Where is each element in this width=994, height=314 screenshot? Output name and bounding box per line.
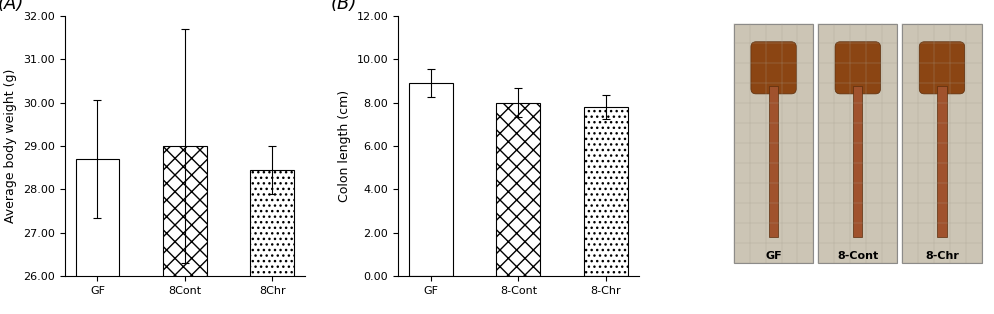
- FancyBboxPatch shape: [835, 42, 881, 94]
- Bar: [496, 103, 540, 276]
- FancyBboxPatch shape: [919, 42, 965, 94]
- Text: GF: GF: [765, 251, 782, 261]
- Y-axis label: Colon length (cm): Colon length (cm): [338, 90, 351, 202]
- Text: 8-Cont: 8-Cont: [837, 251, 879, 261]
- Bar: [853, 86, 863, 237]
- Text: (A): (A): [0, 0, 24, 13]
- Text: 8-Chr: 8-Chr: [925, 251, 959, 261]
- Bar: [163, 146, 207, 314]
- Bar: [250, 170, 294, 314]
- Text: (B): (B): [331, 0, 357, 13]
- Bar: [769, 86, 778, 237]
- Bar: [903, 24, 981, 263]
- Bar: [734, 24, 813, 263]
- Bar: [818, 24, 898, 263]
- Bar: [409, 83, 452, 276]
- Bar: [76, 159, 119, 314]
- FancyBboxPatch shape: [750, 42, 796, 94]
- Y-axis label: Average body weight (g): Average body weight (g): [4, 69, 18, 223]
- Bar: [937, 86, 946, 237]
- Bar: [583, 107, 627, 276]
